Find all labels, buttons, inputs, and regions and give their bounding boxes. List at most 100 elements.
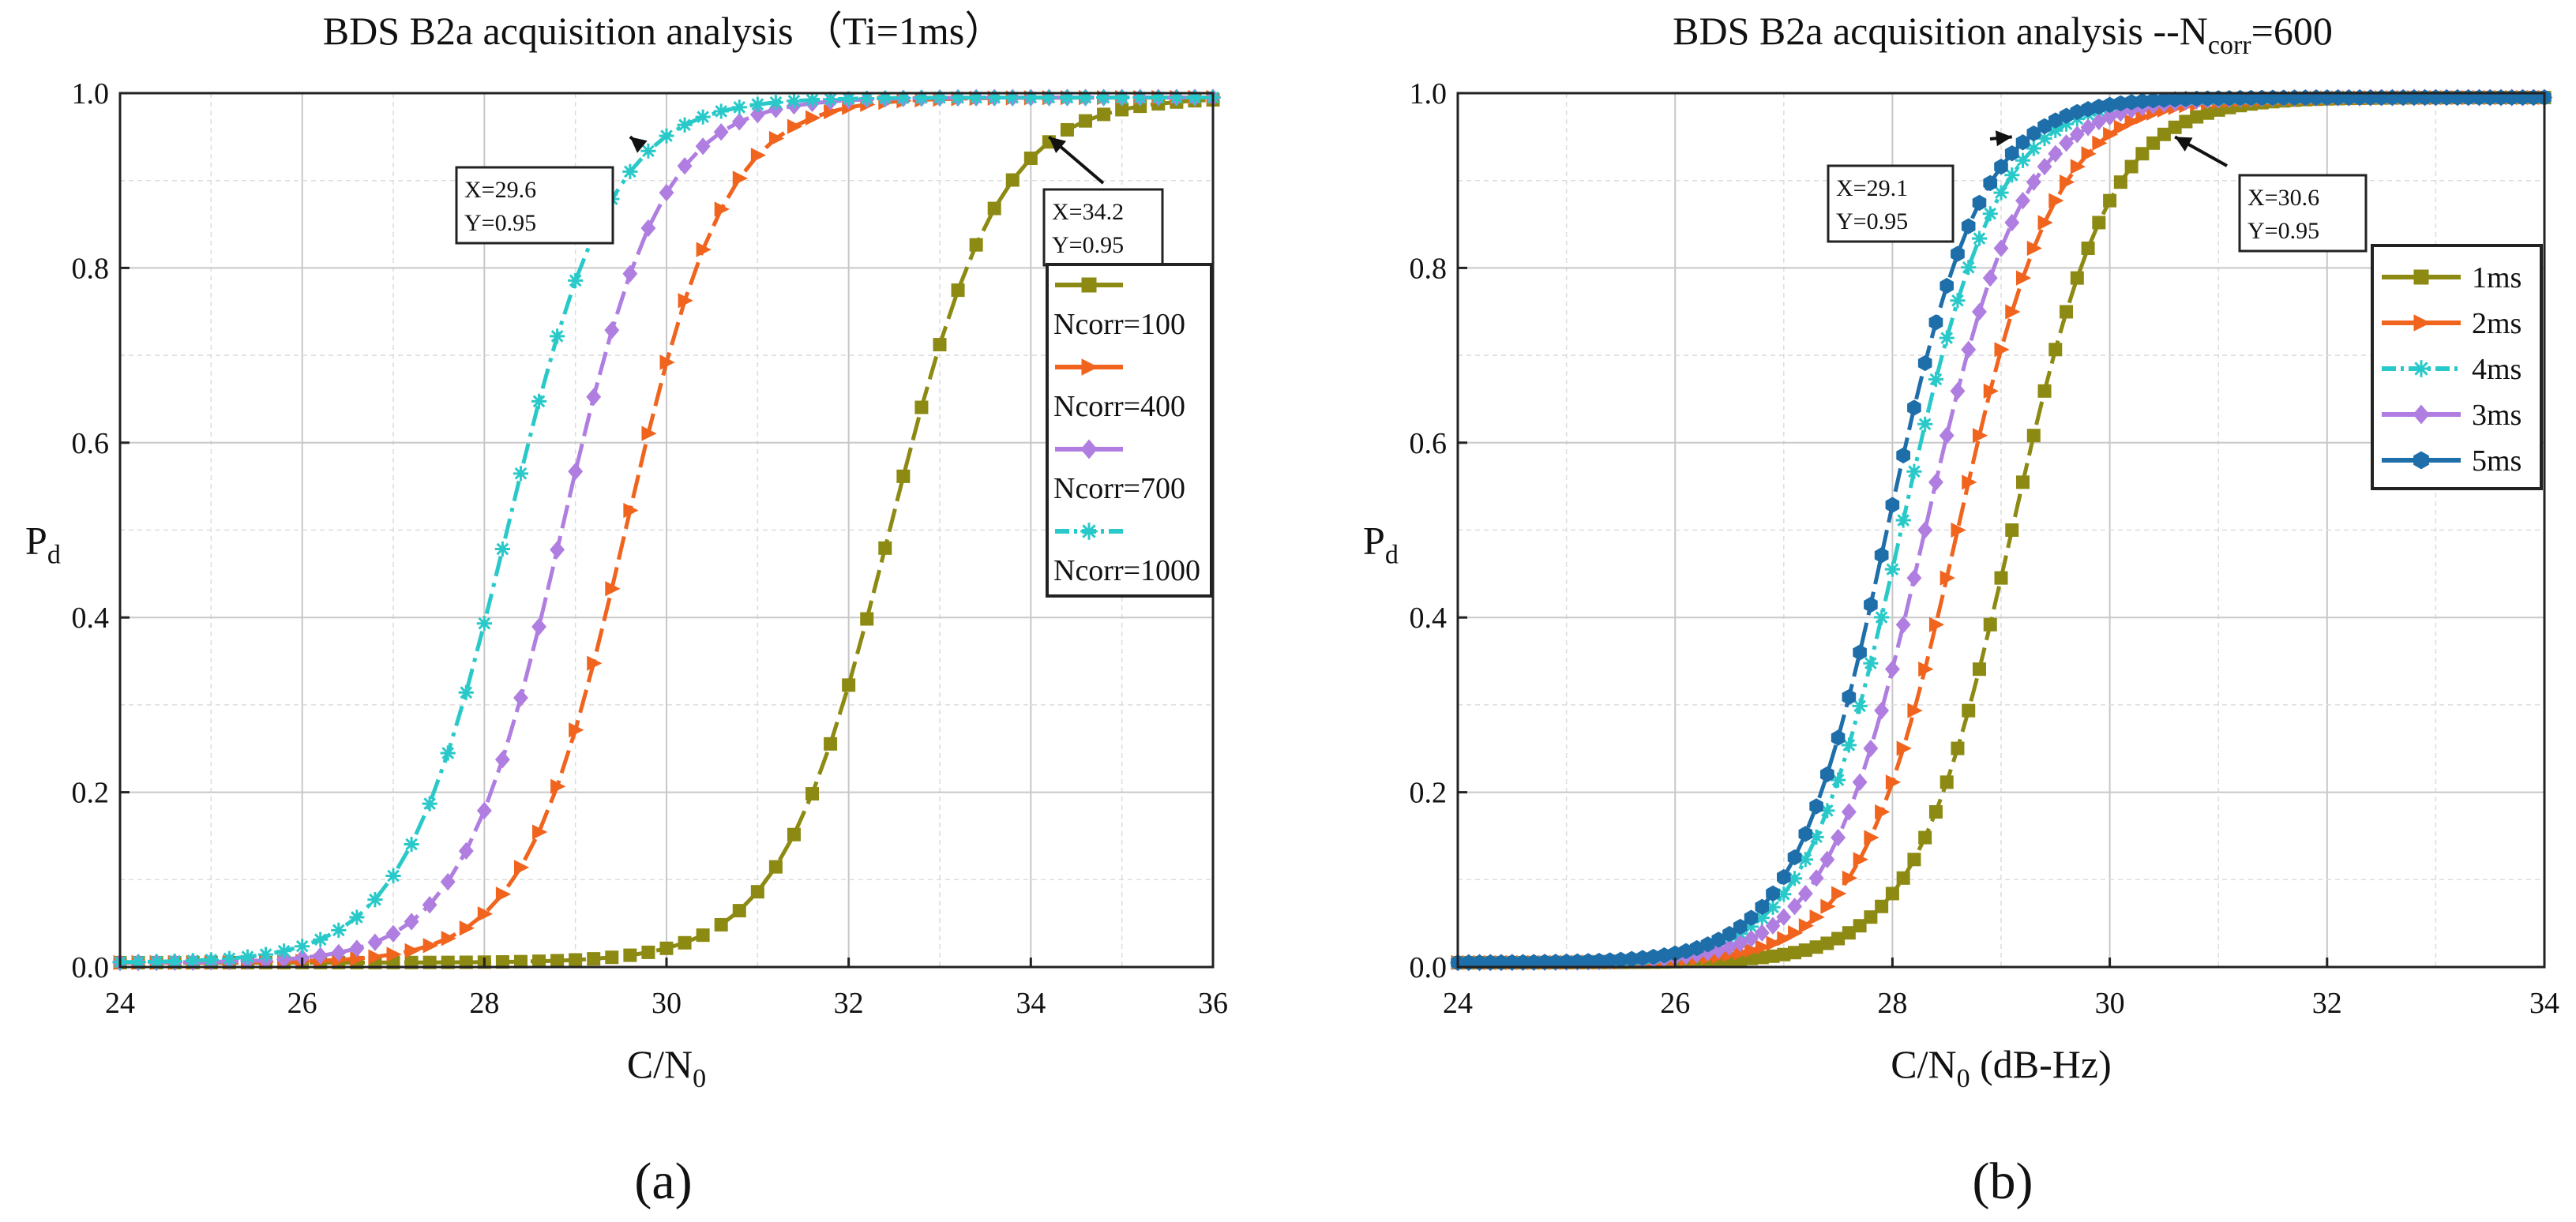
data-point [641,945,655,959]
data-point [731,99,747,115]
data-point [1831,772,1846,788]
data-point [2037,157,2052,176]
data-point [148,954,164,969]
data-point [1808,869,1824,887]
y-tick-label: 0.4 [72,602,110,635]
data-point [1151,89,1166,106]
data-point [1004,90,1020,106]
y-tick-label: 0.8 [72,252,110,285]
x-axis-label-main: C/N [1891,1042,1956,1086]
data-point [1928,314,1943,331]
legend: 1ms 2ms 4ms 3ms 5ms [2371,244,2543,490]
data-point [385,868,401,884]
x-tick-label: 32 [2312,987,2342,1020]
data-point [1169,89,1185,106]
data-point [1754,910,1770,926]
legend-label: 5ms [2472,444,2522,478]
data-point [969,238,983,252]
annotation-box [1827,164,1955,243]
data-point [1940,775,1954,789]
y-tick-label: 1.0 [1410,77,1448,111]
legend-label: Ncorr=700 [1053,472,1185,505]
data-point [2058,116,2075,132]
data-point [1820,898,1836,914]
data-point [550,954,565,968]
annotation: X=29.1 Y=0.95 [1827,130,2012,243]
data-point [1885,774,1902,790]
data-point [1951,246,1965,262]
data-point [951,283,965,298]
data-point [1907,703,1923,718]
data-point [731,113,747,131]
data-point [1972,428,1988,444]
data-point [2004,167,2020,183]
data-point [1972,662,1986,677]
data-point [1853,919,1867,933]
data-point [531,617,546,636]
data-point [1809,909,1825,925]
data-point [1776,908,1792,926]
y-tick-label: 1.0 [72,77,110,111]
data-point [805,110,821,126]
data-point [2059,134,2075,152]
data-point [221,950,237,966]
annotation-y: Y=0.95 [1836,208,1908,234]
data-point [622,163,638,179]
data-point [1961,218,1976,234]
data-point [1907,399,1921,416]
data-point [696,242,712,257]
chart-panel-a: 24 26 28 30 32 34 36 0.0 0.2 0.4 0.6 0.8 1.0 C/N0 Pd BD… [25,9,1228,1210]
data-point [768,95,783,111]
legend-marker [1081,277,1097,293]
legend-label: Ncorr=1000 [1053,554,1200,587]
data-point [841,91,857,107]
data-point [1797,884,1813,903]
data-point [1114,89,1130,106]
data-point [495,887,512,902]
data-point [441,931,456,946]
data-point [1787,849,1802,866]
data-point [1863,655,1879,671]
annotation-x: X=30.6 [2247,185,2319,211]
data-point [1798,826,1813,842]
annotation: X=34.2 Y=0.95 [1042,135,1164,267]
x-tick-label: 24 [105,987,135,1020]
data-point [1961,340,1977,358]
legend-item: 2ms [2382,307,2522,340]
data-point [2004,213,2020,232]
data-point [2135,147,2150,161]
data-point [1906,463,1922,479]
data-point [2037,384,2052,398]
data-point [422,955,437,969]
data-point [586,388,602,406]
data-point [569,953,583,967]
chart-title-main: BDS B2a acquisition analysis --N [1673,9,2208,53]
data-point [2157,127,2171,141]
x-tick-label: 30 [2095,987,2125,1020]
data-point [495,955,509,969]
data-point [787,118,803,134]
data-point [1852,773,1868,792]
data-point [2060,174,2075,190]
data-point [677,157,693,175]
data-point [568,463,584,481]
data-point [1853,644,1867,661]
y-tick-label: 0.6 [1410,427,1448,460]
data-point [877,90,893,106]
data-point [477,906,494,922]
data-point [987,201,1001,216]
data-point [422,938,438,954]
data-point [950,90,966,106]
data-point [896,90,911,106]
data-point [569,722,584,738]
data-point [1863,739,1879,758]
data-point [1005,173,1020,187]
legend-marker [2413,360,2430,377]
data-point [459,955,473,969]
data-point [2037,130,2052,147]
legend-item: 1ms [2382,261,2522,294]
data-point [878,541,892,555]
data-point [239,949,256,965]
data-point [2005,523,2019,537]
